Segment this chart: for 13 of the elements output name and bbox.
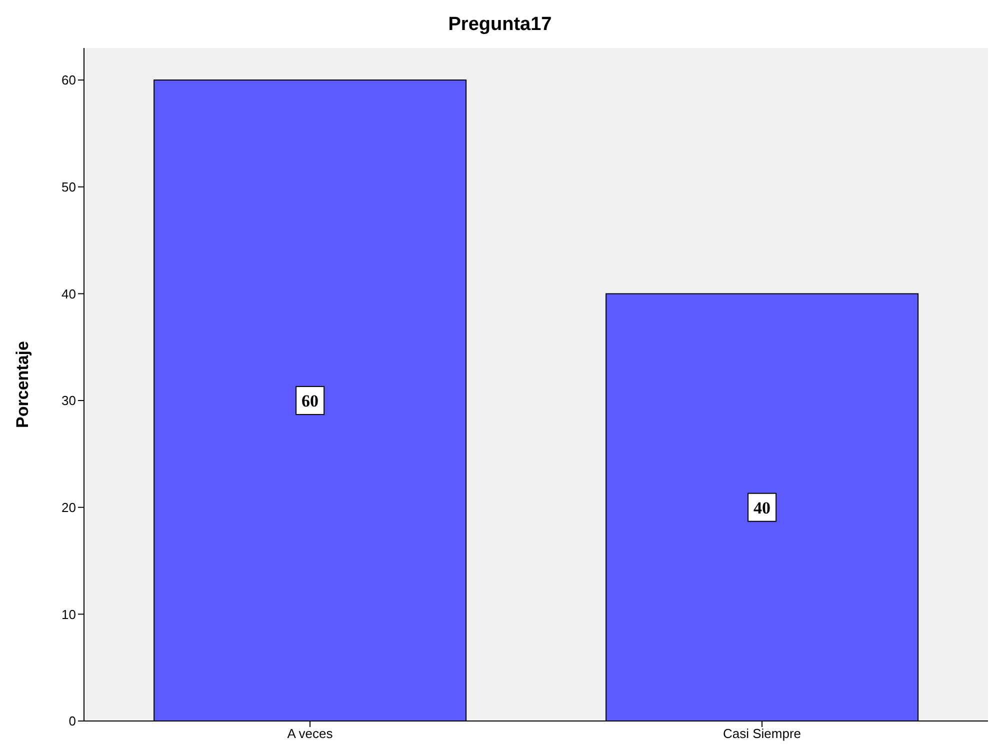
y-tick-label: 40 bbox=[62, 286, 76, 302]
chart-title: Pregunta17 bbox=[447, 13, 553, 37]
data-label: 40 bbox=[754, 498, 771, 518]
y-axis-title: Porcentaje bbox=[13, 341, 32, 428]
y-tick-label: 20 bbox=[62, 500, 76, 515]
y-tick-label: 60 bbox=[62, 72, 76, 88]
x-tick-label: A veces bbox=[287, 726, 334, 742]
y-tick-label: 50 bbox=[62, 179, 76, 194]
y-tick-label: 10 bbox=[62, 606, 76, 622]
data-label: 60 bbox=[302, 392, 319, 411]
y-tick-label: 0 bbox=[68, 714, 76, 729]
x-tick-label: Casi Siempre bbox=[722, 726, 802, 742]
y-tick-label: 30 bbox=[62, 393, 76, 408]
